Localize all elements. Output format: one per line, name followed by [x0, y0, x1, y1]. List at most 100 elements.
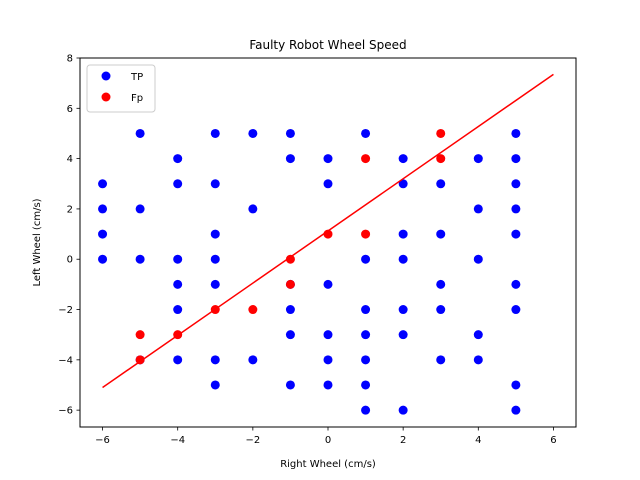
point-tp	[98, 229, 108, 239]
y-tick-label: −6	[58, 406, 73, 417]
x-tick-label: −2	[245, 435, 260, 446]
x-tick-label: 0	[325, 435, 331, 446]
point-tp	[98, 254, 108, 264]
point-fp	[135, 330, 145, 340]
point-tp	[248, 128, 258, 138]
point-tp	[473, 154, 483, 164]
point-fp	[361, 154, 371, 164]
point-tp	[511, 204, 521, 214]
point-tp	[323, 279, 333, 289]
point-fp	[361, 229, 371, 239]
point-tp	[511, 405, 521, 415]
y-tick-label: 8	[67, 54, 73, 65]
point-tp	[285, 154, 295, 164]
point-tp	[135, 128, 145, 138]
point-tp	[210, 128, 220, 138]
point-tp	[473, 355, 483, 365]
point-tp	[210, 355, 220, 365]
legend-label-tp: TP	[130, 72, 143, 83]
point-tp	[398, 254, 408, 264]
point-tp	[361, 380, 371, 390]
point-tp	[511, 380, 521, 390]
point-tp	[210, 229, 220, 239]
point-tp	[98, 179, 108, 189]
point-tp	[210, 179, 220, 189]
point-tp	[398, 405, 408, 415]
point-tp	[173, 254, 183, 264]
point-tp	[398, 229, 408, 239]
point-tp	[323, 330, 333, 340]
point-tp	[285, 380, 295, 390]
point-tp	[398, 154, 408, 164]
y-tick-label: −2	[58, 305, 73, 316]
point-tp	[398, 305, 408, 315]
point-tp	[248, 204, 258, 214]
x-tick-label: −4	[170, 435, 185, 446]
x-tick-label: 2	[400, 435, 406, 446]
point-tp	[285, 128, 295, 138]
point-tp	[173, 154, 183, 164]
point-tp	[361, 254, 371, 264]
point-fp	[436, 128, 446, 138]
point-tp	[98, 204, 108, 214]
point-tp	[173, 279, 183, 289]
point-tp	[436, 355, 446, 365]
point-tp	[135, 254, 145, 264]
point-tp	[511, 279, 521, 289]
point-tp	[473, 330, 483, 340]
point-tp	[173, 355, 183, 365]
legend-label-fp: Fp	[131, 93, 143, 104]
point-tp	[361, 305, 371, 315]
point-tp	[323, 154, 333, 164]
x-tick-label: 6	[550, 435, 556, 446]
point-tp	[398, 330, 408, 340]
point-tp	[323, 179, 333, 189]
point-tp	[436, 279, 446, 289]
point-tp	[210, 254, 220, 264]
point-tp	[473, 204, 483, 214]
point-tp	[473, 254, 483, 264]
point-tp	[210, 279, 220, 289]
x-tick-label: −6	[95, 435, 110, 446]
point-tp	[361, 355, 371, 365]
point-fp	[436, 154, 446, 164]
point-tp	[285, 330, 295, 340]
legend-box	[86, 64, 156, 113]
point-tp	[173, 179, 183, 189]
point-tp	[135, 204, 145, 214]
point-tp	[173, 305, 183, 315]
y-tick-label: 2	[67, 204, 73, 215]
point-tp	[511, 128, 521, 138]
x-axis-label: Right Wheel (cm/s)	[280, 459, 376, 470]
x-tick-label: 4	[475, 435, 481, 446]
chart-title: Faulty Robot Wheel Speed	[249, 38, 406, 52]
point-tp	[511, 229, 521, 239]
fit-line	[102, 73, 554, 389]
point-tp	[248, 355, 258, 365]
y-tick-label: −4	[58, 355, 73, 366]
point-tp	[210, 380, 220, 390]
y-axis-label: Left Wheel (cm/s)	[32, 198, 43, 286]
data-marks	[98, 73, 554, 415]
axis-ticks: −6 −4 −2 0 2 4 6 −6 −4 −2 0 2 4 6 8	[58, 54, 556, 447]
point-tp	[361, 330, 371, 340]
y-tick-label: 0	[67, 255, 73, 266]
point-tp	[511, 154, 521, 164]
point-tp	[436, 305, 446, 315]
y-tick-label: 4	[67, 154, 73, 165]
legend-marker-tp	[101, 71, 111, 81]
point-fp	[248, 305, 258, 315]
point-fp	[285, 279, 295, 289]
point-tp	[323, 380, 333, 390]
point-tp	[436, 229, 446, 239]
point-tp	[511, 179, 521, 189]
legend: TP Fp	[86, 64, 156, 113]
point-tp	[361, 128, 371, 138]
y-tick-label: 6	[67, 104, 73, 115]
point-tp	[436, 179, 446, 189]
point-tp	[361, 405, 371, 415]
point-tp	[398, 179, 408, 189]
legend-marker-fp	[101, 92, 111, 102]
point-tp	[511, 305, 521, 315]
